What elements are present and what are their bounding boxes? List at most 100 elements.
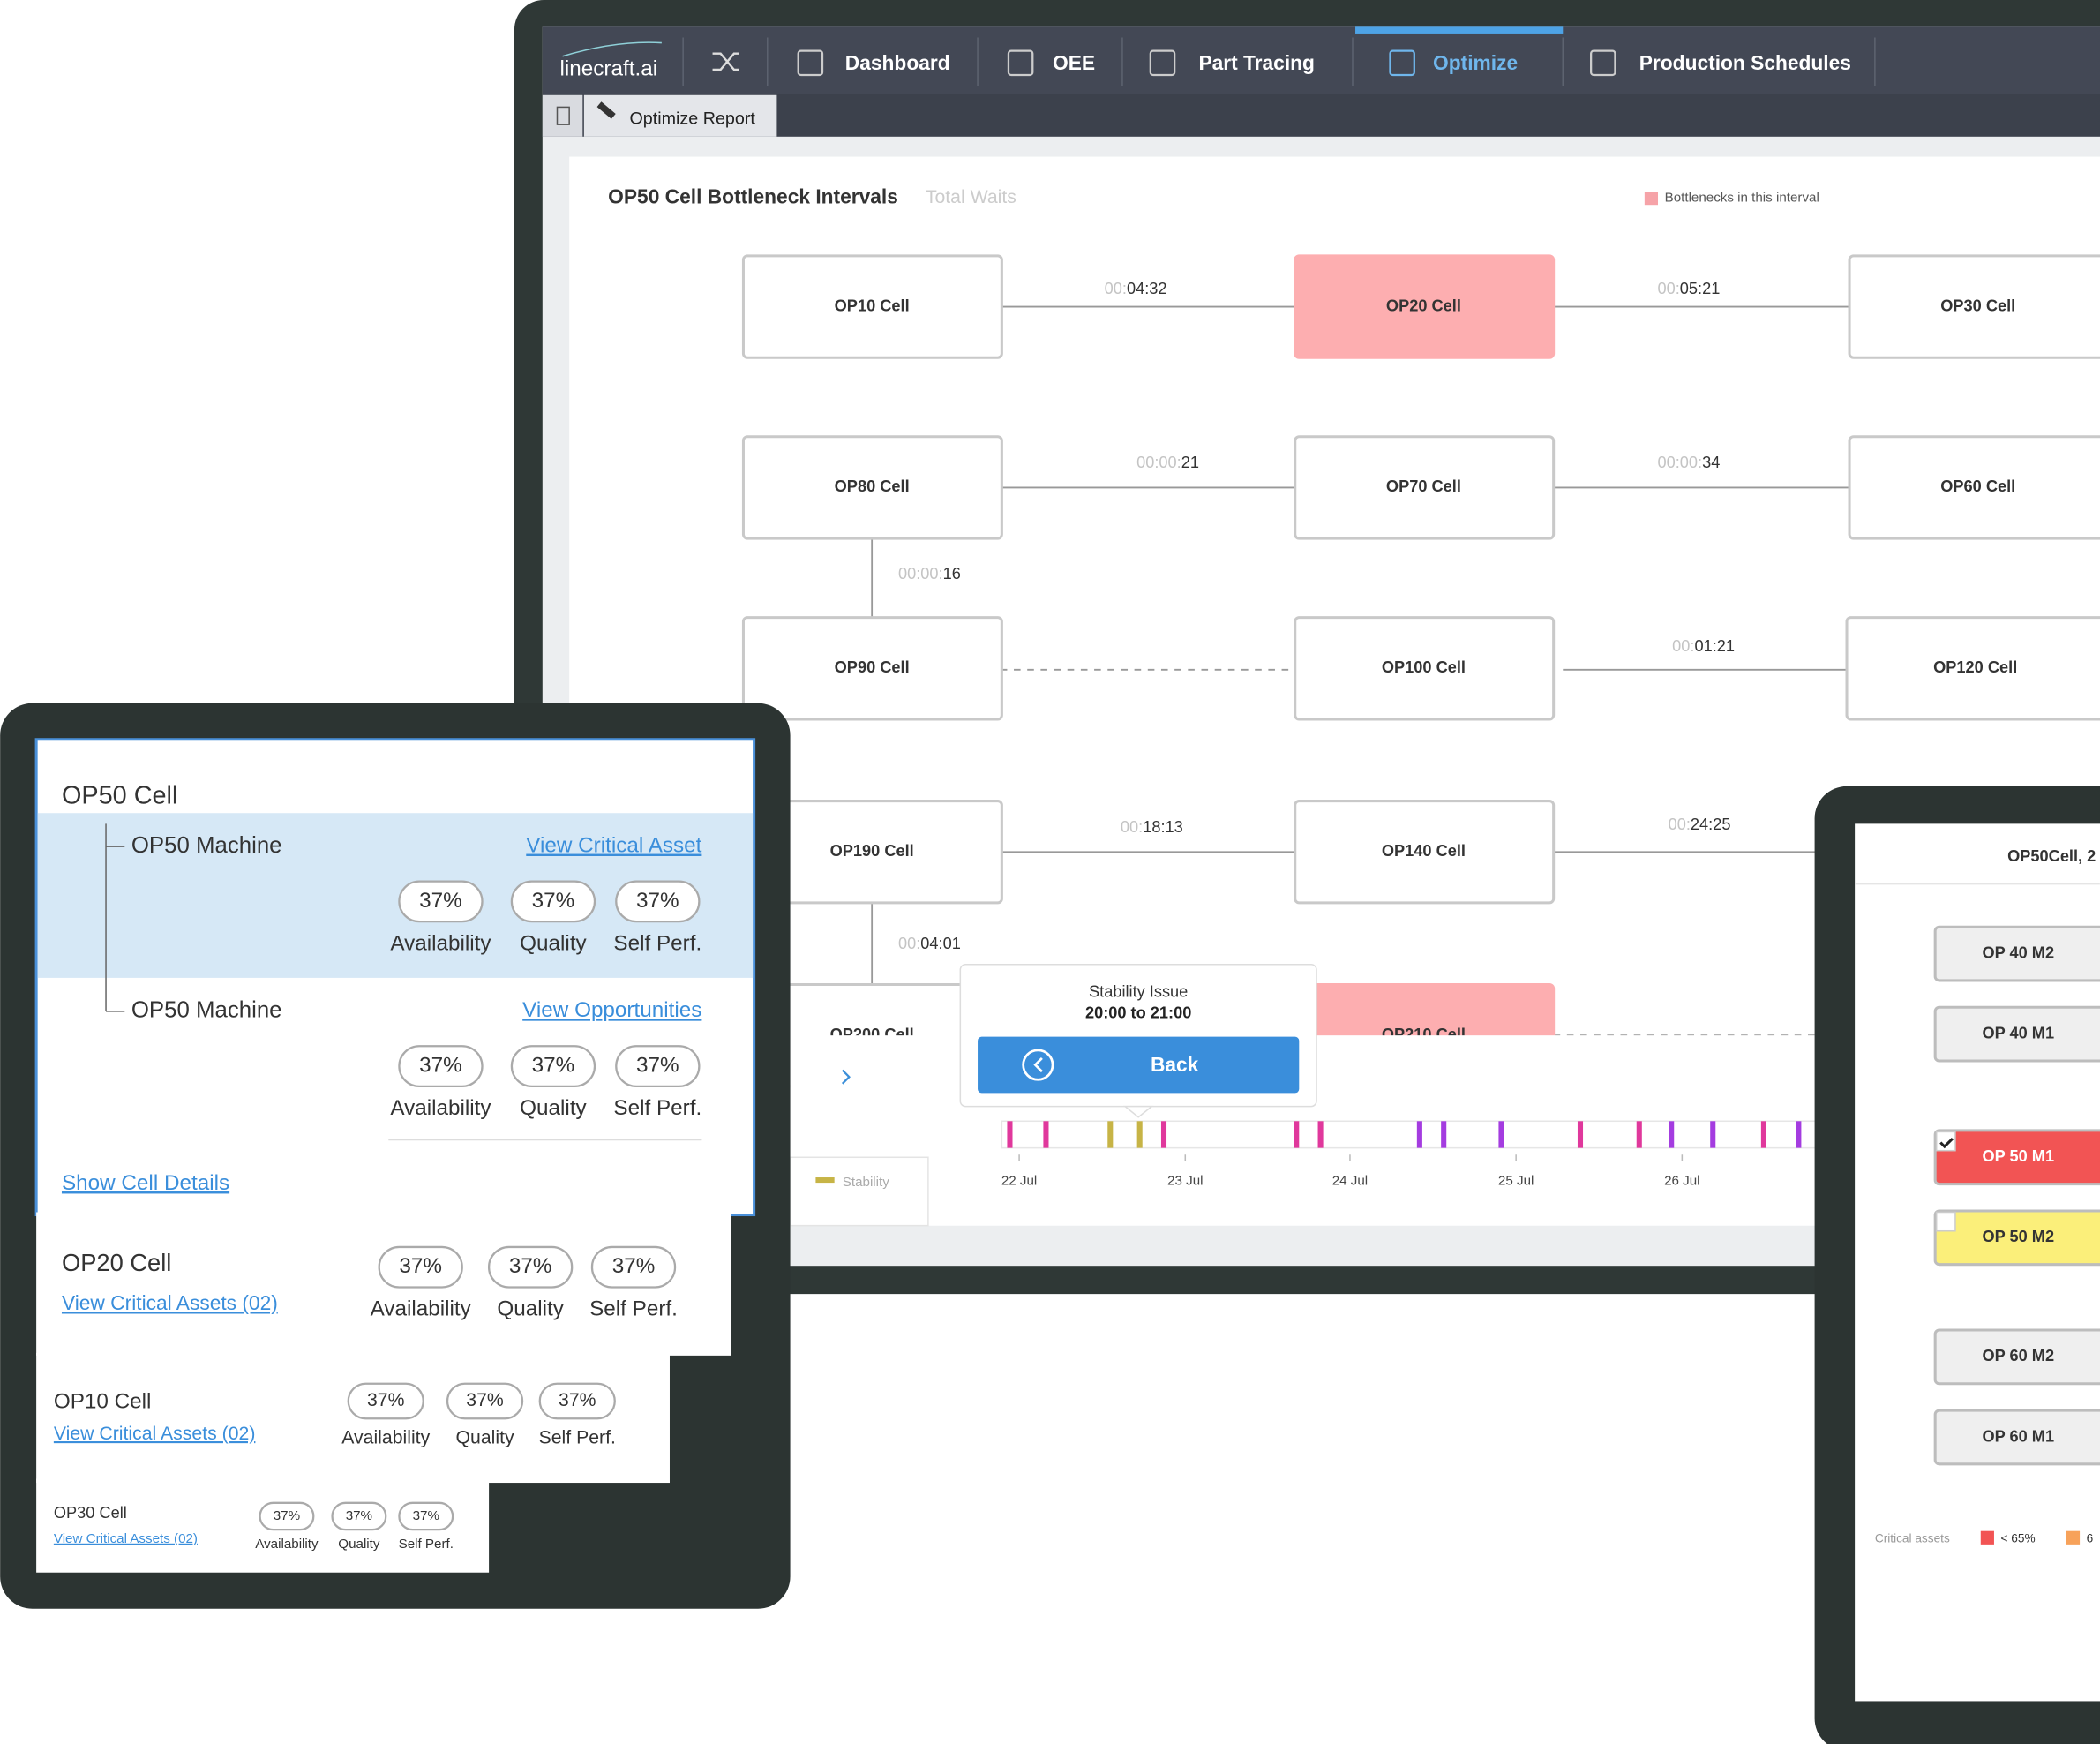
- metric-pill: [347, 1382, 424, 1420]
- metric-pill: [398, 1501, 454, 1531]
- node[interactable]: [1294, 616, 1556, 721]
- edge-label-dim: 00:00:: [1136, 454, 1181, 471]
- timeline-event: [1294, 1121, 1300, 1148]
- metric-label: Quality: [520, 931, 587, 955]
- nav-item[interactable]: Dashboard: [845, 51, 950, 74]
- node[interactable]: [1848, 254, 2100, 359]
- timeline-event: [1577, 1121, 1584, 1148]
- metric-label: Availability: [341, 1427, 430, 1448]
- nav-bar: [542, 26, 2100, 94]
- card-title: OP10 Cell: [54, 1389, 152, 1413]
- wrench-icon: [596, 101, 616, 119]
- asset-button[interactable]: [1933, 1005, 2100, 1063]
- panel-title: OP50 Cell Bottleneck Intervals: [608, 185, 898, 208]
- report-tab[interactable]: [583, 94, 777, 137]
- date-label: 26 Jul: [1664, 1174, 1699, 1189]
- edge-label-value: 04:01: [920, 935, 961, 952]
- metric-value: 37%: [636, 1053, 679, 1077]
- asset-button[interactable]: [1933, 1328, 2100, 1386]
- asset-checkbox[interactable]: [1935, 1211, 1956, 1232]
- link[interactable]: View Opportunities: [522, 998, 701, 1022]
- asset-button[interactable]: [1933, 925, 2100, 982]
- timeline-event: [1796, 1121, 1802, 1148]
- link[interactable]: View Critical Assets (02): [54, 1423, 256, 1444]
- edge-label-dim: 00:: [1669, 816, 1691, 833]
- link[interactable]: View Critical Assets (02): [54, 1531, 198, 1546]
- nav-item[interactable]: Production Schedules: [1639, 51, 1851, 74]
- metric-value: 37%: [346, 1508, 372, 1523]
- metric-value: 37%: [399, 1254, 442, 1278]
- metric-pill: [398, 1045, 484, 1087]
- node[interactable]: [1294, 435, 1556, 540]
- metric-pill: [259, 1501, 315, 1531]
- link[interactable]: View Critical Assets (02): [62, 1291, 278, 1314]
- panel-subtitle: Total Waits: [926, 186, 1016, 207]
- edge-label-value: 24:25: [1691, 816, 1731, 833]
- back-button[interactable]: [978, 1036, 1300, 1094]
- date-label: 24 Jul: [1332, 1174, 1368, 1189]
- edge-label: 00:05:21: [1657, 280, 1720, 297]
- edge-label: 00:00:16: [898, 565, 961, 583]
- metric-label: Availability: [255, 1537, 319, 1552]
- asset-button[interactable]: [1933, 1409, 2100, 1466]
- node[interactable]: [741, 616, 1003, 721]
- metric-label: Quality: [497, 1297, 564, 1321]
- asset-label: OP 50 M1: [1982, 1147, 2054, 1165]
- date-label: 25 Jul: [1498, 1174, 1534, 1189]
- node-label: OP80 Cell: [835, 477, 910, 495]
- timeline-event: [1160, 1121, 1167, 1148]
- metric-value: 37%: [509, 1254, 552, 1278]
- timeline-event: [1498, 1121, 1504, 1148]
- node[interactable]: [1848, 435, 2100, 540]
- asset-button[interactable]: [1933, 1209, 2100, 1267]
- timeline-event: [1416, 1121, 1422, 1148]
- link[interactable]: View Critical Asset: [526, 834, 701, 858]
- metric-value: 37%: [532, 889, 575, 913]
- card-title: OP20 Cell: [62, 1249, 171, 1276]
- node[interactable]: [1294, 800, 1556, 905]
- edge-label: 00:04:32: [1105, 280, 1167, 297]
- edge-label-dim: 00:: [1105, 280, 1127, 297]
- card-title: OP30 Cell: [54, 1504, 127, 1522]
- edge-label-value: 16: [943, 565, 961, 583]
- edge-label-value: 34: [1702, 454, 1720, 471]
- legend-swatch: [1644, 192, 1659, 206]
- metric-pill: [615, 880, 701, 923]
- nav-item[interactable]: Optimize: [1433, 51, 1518, 74]
- asset-legend: Critical assets: [1875, 1531, 1950, 1545]
- metric-label: Self Perf.: [399, 1537, 454, 1552]
- nav-item[interactable]: OEE: [1053, 51, 1095, 74]
- node[interactable]: [1845, 616, 2100, 721]
- node-label: OP10 Cell: [835, 297, 910, 314]
- metric-pill: [331, 1501, 387, 1531]
- link[interactable]: Show Cell Details: [62, 1171, 229, 1195]
- machine-name: OP50 Machine: [131, 833, 282, 858]
- date-label: 23 Jul: [1167, 1174, 1203, 1189]
- node[interactable]: [741, 435, 1003, 540]
- edge-label: 00:01:21: [1672, 637, 1735, 655]
- edge-label-value: 21: [1181, 454, 1199, 471]
- timeline-event: [1760, 1121, 1766, 1148]
- legend-label: Bottlenecks in this interval: [1665, 191, 1819, 206]
- back-label: Back: [1151, 1053, 1199, 1076]
- metric-value: 37%: [466, 1389, 504, 1410]
- edge-label-value: 04:32: [1127, 280, 1167, 297]
- asset-legend: < 65%: [2001, 1531, 2036, 1545]
- metric-pill: [538, 1382, 616, 1420]
- node[interactable]: [1294, 254, 1556, 359]
- node-label: OP90 Cell: [835, 658, 910, 676]
- asset-button[interactable]: [1933, 1129, 2100, 1186]
- metric-label: Availability: [390, 931, 491, 955]
- back-icon: [1022, 1049, 1054, 1081]
- sub-nav: [542, 94, 2100, 137]
- timeline-event: [1710, 1121, 1716, 1148]
- node[interactable]: [741, 254, 1003, 359]
- asset-label: OP 40 M2: [1982, 943, 2054, 961]
- date-label: 22 Jul: [1001, 1174, 1037, 1189]
- nav-item[interactable]: Part Tracing: [1198, 51, 1315, 74]
- metric-pill: [446, 1382, 524, 1420]
- asset-checkbox[interactable]: [1935, 1131, 1956, 1152]
- nav-icon: [1389, 49, 1415, 77]
- content: linecraft.ai Dashboard OEE Part Tracing Opti…: [0, 37, 2100, 1744]
